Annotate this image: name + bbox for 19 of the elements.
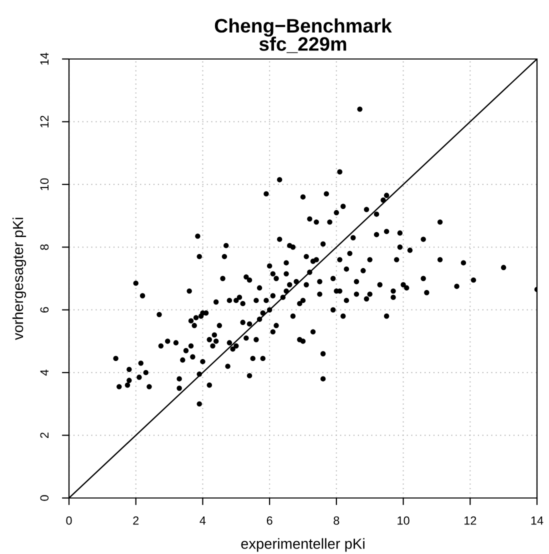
x-tick-label: 0 xyxy=(66,516,72,525)
y-tick-label: 6 xyxy=(40,307,49,313)
y-tick-label: 12 xyxy=(40,116,48,128)
x-tick-label: 4 xyxy=(200,516,206,525)
y-tick-label: 14 xyxy=(40,52,48,65)
y-tick-label: 8 xyxy=(40,244,49,250)
y-axis-title: vorhergesagter pKi xyxy=(12,218,26,340)
chart-title: Cheng−Benchmark sfc_229m xyxy=(214,18,392,54)
x-tick-label: 12 xyxy=(464,516,476,525)
x-axis-title: experimenteller pKi xyxy=(241,538,364,552)
x-tick-label: 14 xyxy=(531,516,544,525)
y-tick-label: 4 xyxy=(40,370,48,376)
y-tick-label: 2 xyxy=(40,432,48,438)
x-tick-label: 6 xyxy=(266,516,272,525)
x-tick-label: 10 xyxy=(398,516,410,525)
x-tick-label: 2 xyxy=(133,516,139,525)
x-tick-label: 8 xyxy=(334,516,340,525)
y-tick-label: 10 xyxy=(40,178,49,190)
y-tick-label: 0 xyxy=(40,495,49,501)
